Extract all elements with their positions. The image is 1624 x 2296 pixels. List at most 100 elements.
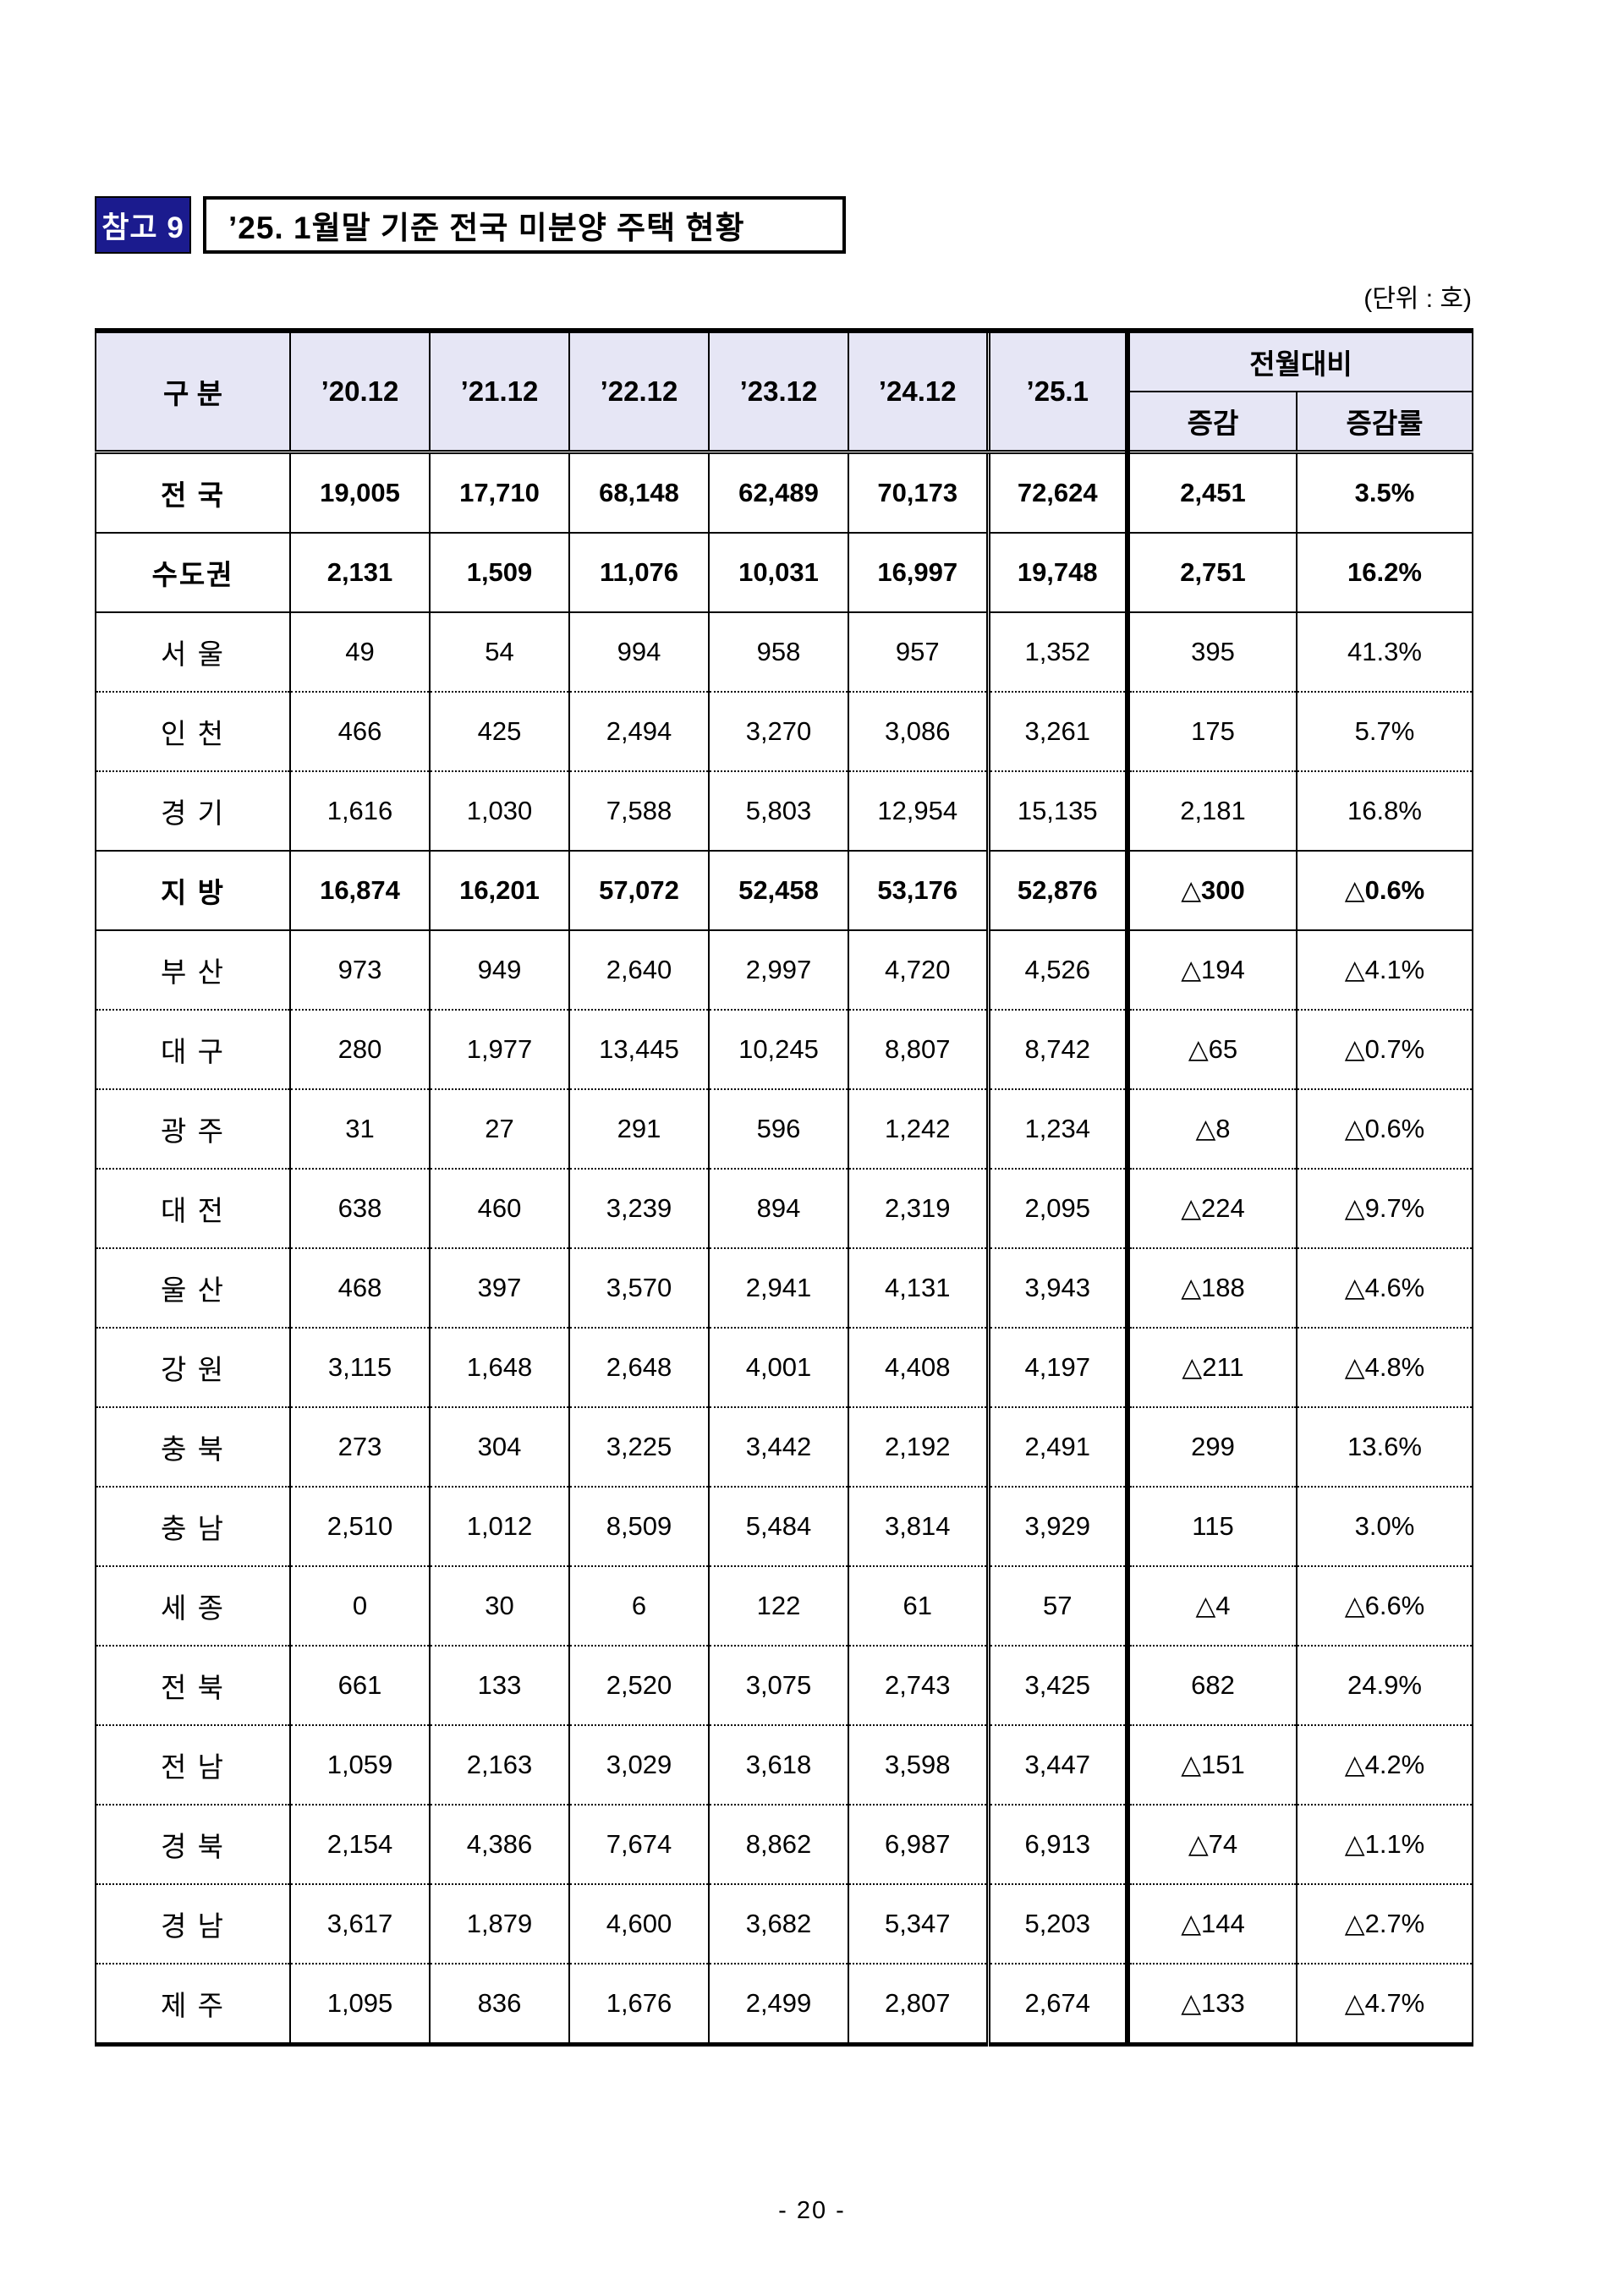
value-cell: 299 [1125,1407,1297,1488]
value-cell: 1,059 [289,1725,430,1806]
header-2012: ’20.12 [289,331,430,454]
page-title: ’25. 1월말 기준 전국 미분양 주택 현황 [203,196,846,254]
value-cell: △211 [1125,1328,1297,1408]
value-cell: 2,941 [708,1248,848,1329]
value-cell: 4,001 [708,1328,848,1408]
value-cell: △0.7% [1295,1010,1474,1090]
value-cell: 1,352 [985,612,1127,693]
region-label: 인 천 [95,692,290,772]
header-change: 증감 [1125,392,1297,454]
value-cell: △224 [1125,1169,1297,1249]
header-row-1: 구 분 ’20.12 ’21.12 ’22.12 ’23.12 ’24.12 ’… [95,331,1474,454]
table-row: 경 기 1,616 1,030 7,588 5,803 12,954 15,135 2,181… [95,771,1474,852]
region-label: 충 남 [95,1487,290,1567]
value-cell: 57,072 [568,851,709,931]
value-cell: 5,347 [848,1884,988,1964]
value-cell: △188 [1125,1248,1297,1329]
region-label: 충 북 [95,1407,290,1488]
table-row: 전 국 19,005 17,710 68,148 62,489 70,173 72,624 2… [95,452,1474,534]
table-row: 전 북 661 133 2,520 3,075 2,743 3,425 682 24.9% [95,1646,1474,1726]
value-cell: 6,913 [985,1805,1127,1885]
value-cell: 19,748 [985,533,1127,613]
table-row: 세 종 0 30 6 122 61 57 △4 △6.6% [95,1566,1474,1647]
value-cell: 19,005 [289,452,430,534]
region-label: 부 산 [95,930,290,1011]
value-cell: 4,197 [985,1328,1127,1408]
table-row: 충 남 2,510 1,012 8,509 5,484 3,814 3,929 115 3.0% [95,1487,1474,1567]
value-cell: 3,225 [568,1407,709,1488]
value-cell: 8,807 [848,1010,988,1090]
value-cell: 2,192 [848,1407,988,1488]
value-cell: 291 [568,1089,709,1170]
region-label: 전 남 [95,1725,290,1806]
value-cell: 2,751 [1125,533,1297,613]
value-cell: 2,181 [1125,771,1297,852]
value-cell: 1,676 [568,1964,709,2045]
value-cell: 3,943 [985,1248,1127,1329]
value-cell: 115 [1125,1487,1297,1567]
region-label: 지 방 [95,851,290,931]
value-cell: 175 [1125,692,1297,772]
table-row: 충 북 273 304 3,225 3,442 2,192 2,491 299 13.6% [95,1407,1474,1488]
region-label: 경 북 [95,1805,290,1885]
value-cell: △0.6% [1295,851,1474,931]
value-cell: 836 [429,1964,569,2045]
value-cell: 53,176 [848,851,988,931]
value-cell: 27 [429,1089,569,1170]
value-cell: 16.2% [1295,533,1474,613]
table-header: 구 분 ’20.12 ’21.12 ’22.12 ’23.12 ’24.12 ’… [95,331,1474,454]
value-cell: 3.0% [1295,1487,1474,1567]
table-row: 제 주 1,095 836 1,676 2,499 2,807 2,674 △133 △4.7% [95,1964,1474,2045]
value-cell: 2,997 [708,930,848,1011]
value-cell: 68,148 [568,452,709,534]
value-cell: 2,451 [1125,452,1297,534]
value-cell: 3,425 [985,1646,1127,1726]
value-cell: 2,163 [429,1725,569,1806]
value-cell: 3.5% [1295,452,1474,534]
value-cell: 2,499 [708,1964,848,2045]
value-cell: 16,997 [848,533,988,613]
table-row: 인 천 466 425 2,494 3,270 3,086 3,261 175 5.7% [95,692,1474,772]
value-cell: 52,876 [985,851,1127,931]
value-cell: 2,520 [568,1646,709,1726]
value-cell: 1,977 [429,1010,569,1090]
value-cell: 2,154 [289,1805,430,1885]
value-cell: 682 [1125,1646,1297,1726]
document-page: 참고 9 ’25. 1월말 기준 전국 미분양 주택 현황 (단위 : 호) 구… [95,196,1474,2047]
value-cell: 17,710 [429,452,569,534]
value-cell: 24.9% [1295,1646,1474,1726]
value-cell: 304 [429,1407,569,1488]
value-cell: 8,862 [708,1805,848,1885]
value-cell: △4.1% [1295,930,1474,1011]
value-cell: 4,131 [848,1248,988,1329]
table-row: 강 원 3,115 1,648 2,648 4,001 4,408 4,197 △211 △4.… [95,1328,1474,1408]
region-label: 경 남 [95,1884,290,1964]
unsold-housing-table: 구 분 ’20.12 ’21.12 ’22.12 ’23.12 ’24.12 ’… [95,328,1474,2047]
region-label: 수도권 [95,533,290,613]
table-row: 경 남 3,617 1,879 4,600 3,682 5,347 5,203 △144 △2.… [95,1884,1474,1964]
value-cell: 4,386 [429,1805,569,1885]
value-cell: 10,245 [708,1010,848,1090]
value-cell: △4.8% [1295,1328,1474,1408]
value-cell: △0.6% [1295,1089,1474,1170]
value-cell: 280 [289,1010,430,1090]
value-cell: 122 [708,1566,848,1647]
value-cell: 11,076 [568,533,709,613]
value-cell: 52,458 [708,851,848,931]
unit-note: (단위 : 호) [1363,285,1472,313]
value-cell: 4,600 [568,1884,709,1964]
value-cell: 5.7% [1295,692,1474,772]
header-2212: ’22.12 [568,331,709,454]
table-row: 울 산 468 397 3,570 2,941 4,131 3,943 △188 △4.6% [95,1248,1474,1329]
table-row: 수도권 2,131 1,509 11,076 10,031 16,997 19,748 2,7… [95,533,1474,613]
value-cell: 2,640 [568,930,709,1011]
value-cell: △4.7% [1295,1964,1474,2045]
value-cell: 3,115 [289,1328,430,1408]
value-cell: 3,239 [568,1169,709,1249]
table-row: 광 주 31 27 291 596 1,242 1,234 △8 △0.6% [95,1089,1474,1170]
table-row: 경 북 2,154 4,386 7,674 8,862 6,987 6,913 △74 △1.1… [95,1805,1474,1885]
value-cell: 3,682 [708,1884,848,1964]
value-cell: 2,648 [568,1328,709,1408]
value-cell: 3,075 [708,1646,848,1726]
value-cell: 5,484 [708,1487,848,1567]
